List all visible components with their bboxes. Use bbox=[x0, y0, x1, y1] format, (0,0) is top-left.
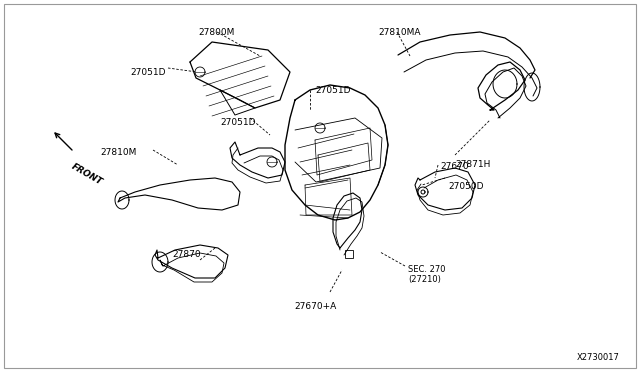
Text: 27810M: 27810M bbox=[100, 148, 136, 157]
Text: 27051D: 27051D bbox=[220, 118, 255, 127]
Text: 27670+A: 27670+A bbox=[294, 302, 336, 311]
Text: 27800M: 27800M bbox=[199, 28, 235, 37]
Text: 27051D: 27051D bbox=[130, 68, 166, 77]
Bar bbox=[345, 250, 353, 258]
Text: 27670: 27670 bbox=[440, 162, 468, 171]
Text: FRONT: FRONT bbox=[70, 162, 104, 187]
Text: 27051D: 27051D bbox=[315, 86, 351, 95]
Text: 27810MA: 27810MA bbox=[379, 28, 421, 37]
Text: 27871H: 27871H bbox=[455, 160, 490, 169]
Text: X2730017: X2730017 bbox=[577, 353, 620, 362]
Text: 27050D: 27050D bbox=[448, 182, 483, 191]
Text: 27870: 27870 bbox=[172, 250, 200, 259]
Text: SEC. 270
(27210): SEC. 270 (27210) bbox=[408, 265, 445, 285]
